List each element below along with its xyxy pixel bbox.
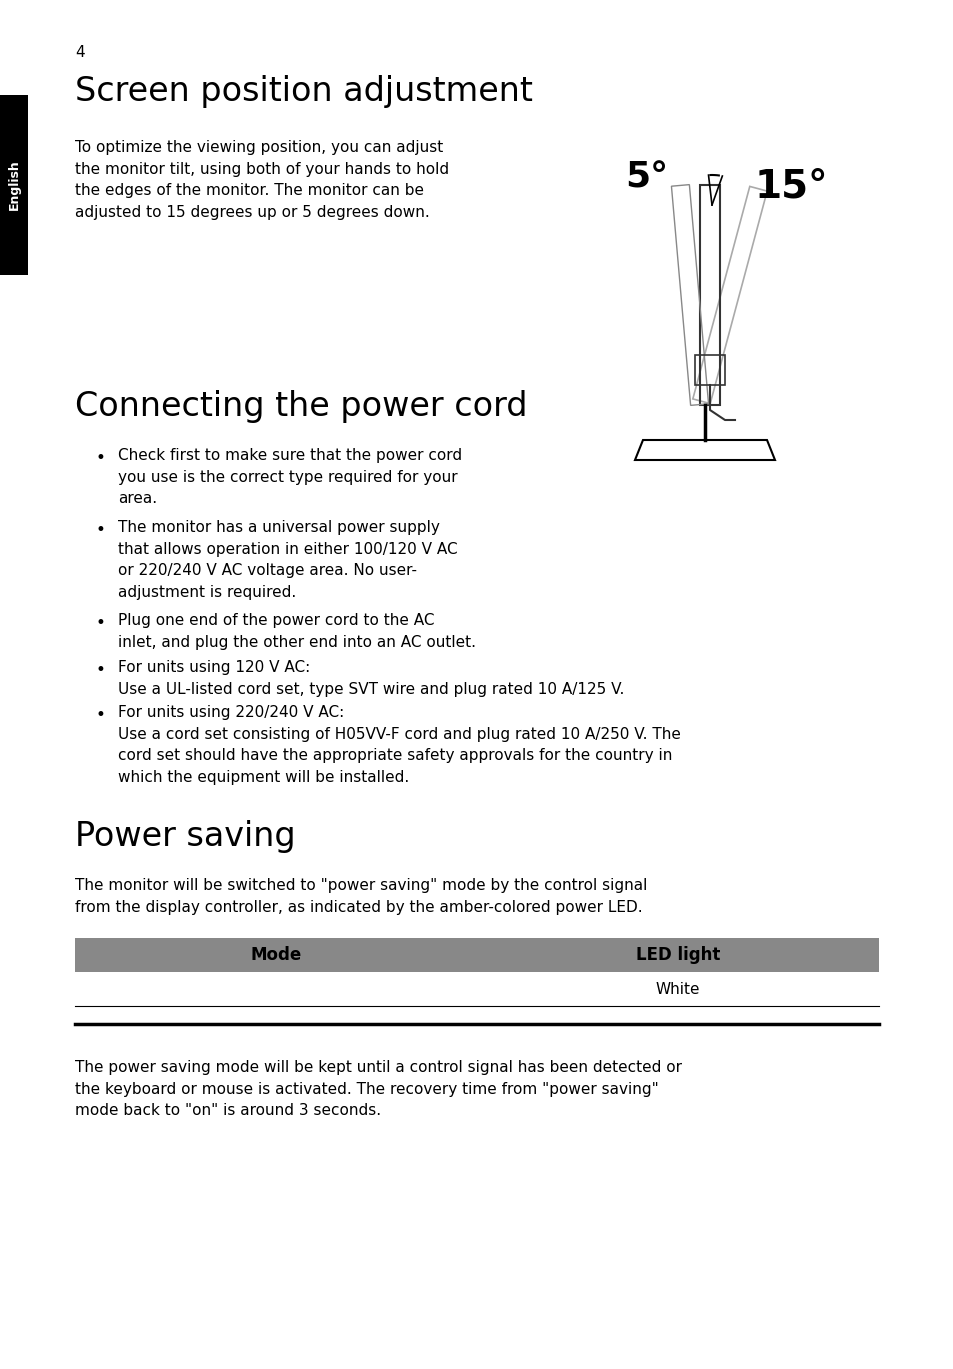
Text: Connecting the power cord: Connecting the power cord (75, 390, 527, 423)
Text: The monitor will be switched to "power saving" mode by the control signal
from t: The monitor will be switched to "power s… (75, 878, 647, 914)
Text: LED light: LED light (635, 946, 720, 964)
Text: For units using 120 V AC:
Use a UL-listed cord set, type SVT wire and plug rated: For units using 120 V AC: Use a UL-liste… (118, 660, 623, 697)
Bar (0, 94, 28, 275)
Text: Screen position adjustment: Screen position adjustment (75, 75, 533, 108)
Text: White: White (655, 982, 700, 997)
Text: 4: 4 (75, 45, 85, 60)
Text: •: • (95, 449, 105, 467)
Text: Check first to make sure that the power cord
you use is the correct type require: Check first to make sure that the power … (118, 448, 461, 507)
Text: •: • (95, 706, 105, 724)
Text: •: • (95, 615, 105, 632)
Text: •: • (95, 522, 105, 539)
Text: The monitor has a universal power supply
that allows operation in either 100/120: The monitor has a universal power supply… (118, 520, 457, 600)
Text: Mode: Mode (250, 946, 301, 964)
Text: English: English (8, 160, 20, 211)
Text: The power saving mode will be kept until a control signal has been detected or
t: The power saving mode will be kept until… (75, 1060, 681, 1118)
Text: 15°: 15° (754, 168, 827, 205)
Text: 5°: 5° (624, 160, 667, 194)
Bar (75, 938, 878, 972)
Text: To optimize the viewing position, you can adjust
the monitor tilt, using both of: To optimize the viewing position, you ca… (75, 140, 449, 220)
Text: •: • (95, 661, 105, 679)
Text: For units using 220/240 V AC:
Use a cord set consisting of H05VV-F cord and plug: For units using 220/240 V AC: Use a cord… (118, 705, 680, 784)
Text: Power saving: Power saving (75, 820, 295, 853)
Text: Plug one end of the power cord to the AC
inlet, and plug the other end into an A: Plug one end of the power cord to the AC… (118, 613, 476, 650)
